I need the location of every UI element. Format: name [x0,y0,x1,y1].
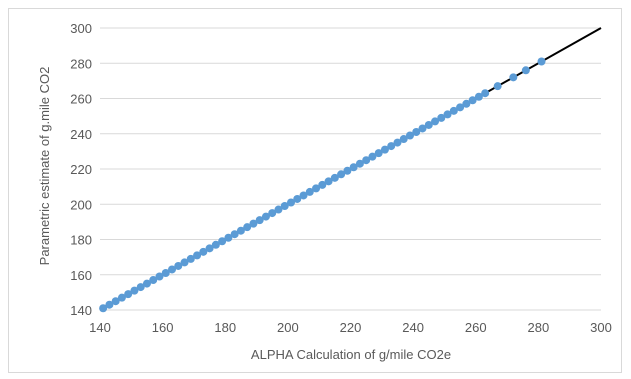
x-tick-label: 140 [89,320,111,335]
data-point [393,138,402,147]
y-tick-label: 280 [70,56,92,71]
data-point [399,135,408,144]
data-point [124,290,133,299]
data-point [130,286,139,295]
data-point [105,300,114,309]
data-point [174,261,183,270]
data-point [324,177,333,186]
y-axis-ticks: 140 160 180 200 220 240 260 280 300 [70,21,92,318]
gridlines [100,27,601,311]
data-point [380,145,389,154]
y-tick-label: 160 [70,268,92,283]
data-point [343,166,352,175]
x-tick-label: 180 [214,320,236,335]
data-point [305,187,314,196]
x-tick-label: 220 [340,320,362,335]
data-point [443,110,452,119]
y-axis-title: Parametric estimate of g.mile CO2 [37,67,52,266]
data-point [161,268,170,277]
x-axis-title: ALPHA Calculation of g/mile CO2e [251,347,451,362]
data-point [293,194,302,203]
y-tick-label: 300 [70,21,92,36]
y-tick-label: 140 [70,303,92,318]
x-tick-label: 200 [277,320,299,335]
data-point [330,173,339,182]
data-point [211,240,220,249]
x-tick-label: 300 [590,320,612,335]
data-point [337,170,346,179]
data-point [199,247,208,256]
data-point [186,254,195,263]
data-point [117,293,126,302]
data-point [99,304,108,313]
data-point [509,73,518,82]
data-point [521,66,530,75]
data-point [261,212,270,221]
data-point [462,99,471,108]
data-point [468,96,477,105]
data-point [368,152,377,161]
data-point [287,198,296,207]
data-point [243,223,252,232]
data-point [362,156,371,165]
data-point [405,131,414,140]
x-tick-label: 160 [152,320,174,335]
data-point [318,180,327,189]
data-point [481,89,490,98]
data-point [418,124,427,133]
data-point [155,272,164,281]
data-point [230,230,239,239]
y-tick-label: 240 [70,127,92,142]
data-point [136,283,145,292]
data-point [274,205,283,214]
data-point [424,120,433,129]
x-tick-label: 260 [465,320,487,335]
x-axis-ticks: 140 160 180 200 220 240 260 280 300 [89,320,612,335]
data-point [111,297,120,306]
data-points [99,57,546,313]
data-point [299,191,308,200]
data-point [149,276,158,285]
y-tick-label: 180 [70,233,92,248]
data-point [449,106,458,115]
y-tick-label: 260 [70,92,92,107]
data-point [224,233,233,242]
data-point [218,237,227,246]
data-point [349,163,358,172]
data-point [355,159,364,168]
data-point [236,226,245,235]
data-point [249,219,258,228]
data-point [537,57,546,66]
data-point [387,142,396,151]
data-point [493,82,502,91]
data-point [437,113,446,122]
x-tick-label: 280 [528,320,550,335]
data-point [168,265,177,274]
data-point [255,216,264,225]
data-point [142,279,151,288]
data-point [456,103,465,112]
data-point [205,244,214,253]
data-point [431,117,440,126]
data-point [193,251,202,260]
data-point [412,127,421,136]
data-point [268,209,277,218]
data-point [474,92,483,101]
data-point [312,184,321,193]
y-tick-label: 200 [70,197,92,212]
data-point [280,202,289,211]
data-point [180,258,189,267]
data-point [374,149,383,158]
y-tick-label: 220 [70,162,92,177]
x-tick-label: 240 [402,320,424,335]
